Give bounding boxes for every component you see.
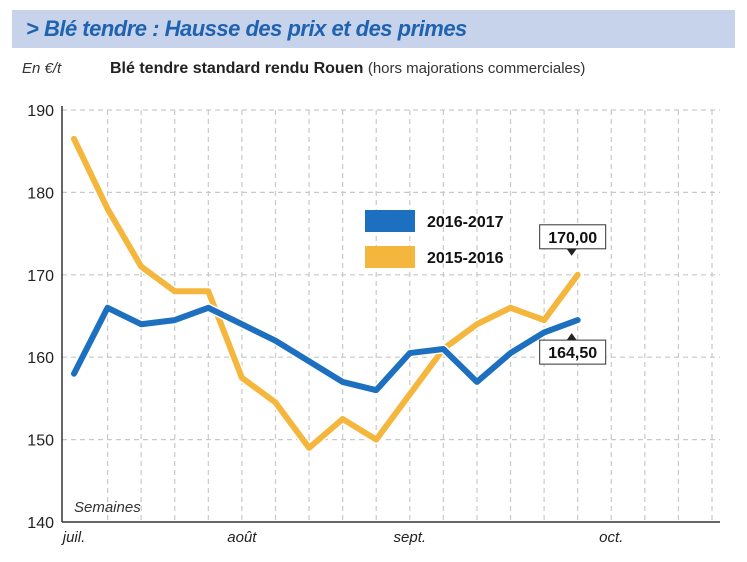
y-tick-label: 140 (27, 515, 54, 532)
callout-pointer (566, 333, 577, 341)
unit-label: En €/t (22, 60, 62, 77)
value-callout-box (539, 224, 607, 250)
legend-label: 2016-2017 (427, 214, 504, 231)
x-tick-label: oct. (599, 529, 623, 546)
legend-label: 2015-2016 (427, 250, 504, 267)
y-tick-label: 160 (27, 350, 54, 367)
x-tick-label: août (227, 529, 257, 546)
callout-pointer (566, 248, 577, 256)
series-halo (69, 303, 583, 395)
y-tick-label: 170 (27, 268, 54, 285)
y-tick-label: 180 (27, 185, 54, 202)
series-line-2015-2016 (71, 135, 581, 451)
value-callout-label: 164,50 (548, 345, 597, 362)
x-tick-label: juil. (61, 529, 86, 546)
legend-swatch (365, 210, 415, 232)
subtitle-main: Blé tendre standard rendu Rouen (110, 60, 364, 77)
subtitle-note: (hors majorations commerciales) (367, 60, 586, 77)
series-line-2016-2017 (71, 304, 581, 394)
value-callout-box (539, 339, 607, 365)
series-halo (69, 134, 583, 453)
y-tick-label: 150 (27, 433, 54, 450)
x-axis-title: Semaines (74, 499, 141, 516)
legend-swatch (365, 246, 415, 268)
value-callout-label: 170,00 (548, 230, 597, 247)
x-tick-label: sept. (394, 529, 427, 546)
title-banner: > Blé tendre : Hausse des prix et des pr… (12, 10, 735, 48)
chart-subtitle: Blé tendre standard rendu Rouen (hors ma… (110, 60, 585, 78)
y-tick-label: 190 (27, 103, 54, 120)
banner-title: > Blé tendre : Hausse des prix et des pr… (26, 16, 467, 41)
